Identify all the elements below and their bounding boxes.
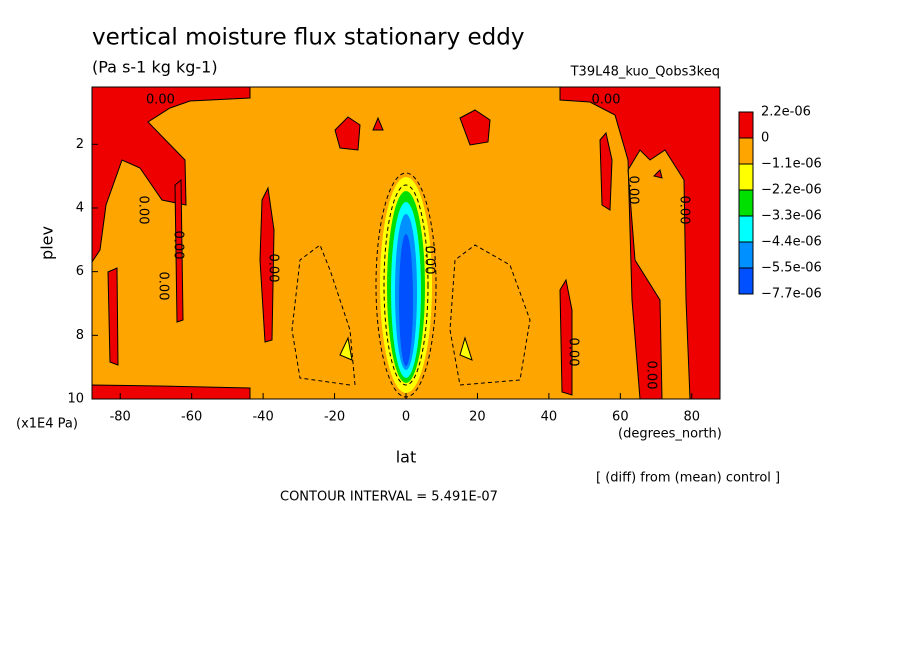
region (653, 169, 663, 179)
colorbar-box (738, 137, 754, 165)
region (174, 178, 184, 323)
x-tick-label: -40 (252, 410, 273, 425)
contour-label: 0.00 (171, 231, 186, 260)
contour-label: 0.00 (136, 196, 151, 225)
contour-label: 0.00 (422, 246, 437, 275)
region (399, 234, 413, 366)
region (107, 267, 119, 366)
y-tick-label: 4 (76, 200, 84, 215)
x-tick-label: 40 (541, 410, 558, 425)
x-tick-label: -60 (181, 410, 202, 425)
region (559, 86, 721, 400)
region (334, 116, 361, 151)
colorbar-box (738, 163, 754, 191)
title: vertical moisture flux stationary eddy (92, 25, 525, 51)
contour-label: 0.00 (156, 272, 171, 301)
colorbar-box (738, 189, 754, 217)
region (91, 86, 251, 264)
colorbar-box (738, 215, 754, 243)
region (372, 116, 384, 131)
negative-core (291, 172, 531, 398)
y-tick-label: 2 (76, 137, 84, 152)
contour-label: 0.00 (146, 93, 175, 108)
region (599, 131, 613, 211)
x-unit: (degrees_north) (618, 427, 722, 442)
x-tick-label: 20 (469, 410, 486, 425)
colorbar-label: −2.2e-06 (761, 183, 822, 198)
y-tick-label: 10 (67, 392, 84, 407)
y-tick-label: 8 (76, 328, 84, 343)
colorbar-label: −3.3e-06 (761, 209, 822, 224)
colorbar-label: 0 (761, 131, 769, 146)
contour-interval: CONTOUR INTERVAL = 5.491E-07 (280, 490, 498, 505)
colorbar-label: −4.4e-06 (761, 235, 822, 250)
region (259, 186, 275, 343)
region (459, 336, 473, 361)
colorbar-label: −1.1e-06 (761, 157, 822, 172)
subtitle: (Pa s-1 kg kg-1) (92, 58, 218, 77)
x-tick-label: -20 (324, 410, 345, 425)
colorbar-box (738, 267, 754, 295)
contour-label: 0.00 (677, 196, 692, 225)
x-label: lat (396, 448, 417, 467)
contour-label: 0.00 (566, 338, 581, 367)
y-tick-label: 6 (76, 264, 84, 279)
note: [ (diff) from (mean) control ] (596, 471, 780, 486)
y-label: plev (38, 226, 57, 260)
colorbar-box (738, 111, 754, 139)
contour-label: 0.00 (644, 361, 659, 390)
region (339, 336, 353, 361)
experiment: T39L48_kuo_Qobs3keq (570, 65, 720, 80)
x-tick-label: 60 (612, 410, 629, 425)
positive-regions (91, 86, 721, 400)
contour-label: 0.00 (266, 254, 281, 283)
x-tick-label: 0 (402, 410, 410, 425)
region (559, 278, 573, 396)
region (459, 109, 491, 146)
contour-label: 0.00 (592, 93, 621, 108)
colorbar-box (738, 241, 754, 269)
colorbar-label: −5.5e-06 (761, 261, 822, 276)
contour-label: 0.00 (626, 176, 641, 205)
region (91, 384, 251, 400)
colorbar-label: −7.7e-06 (761, 287, 822, 302)
colorbar-label: 2.2e-06 (761, 105, 811, 120)
x-tick-label: 80 (684, 410, 701, 425)
x-tick-label: -80 (110, 410, 131, 425)
contour-labels: 0.00 0.00 0.00 0.00 0.00 0.00 0.00 0.00 … (136, 93, 692, 390)
y-unit: (x1E4 Pa) (16, 417, 78, 432)
